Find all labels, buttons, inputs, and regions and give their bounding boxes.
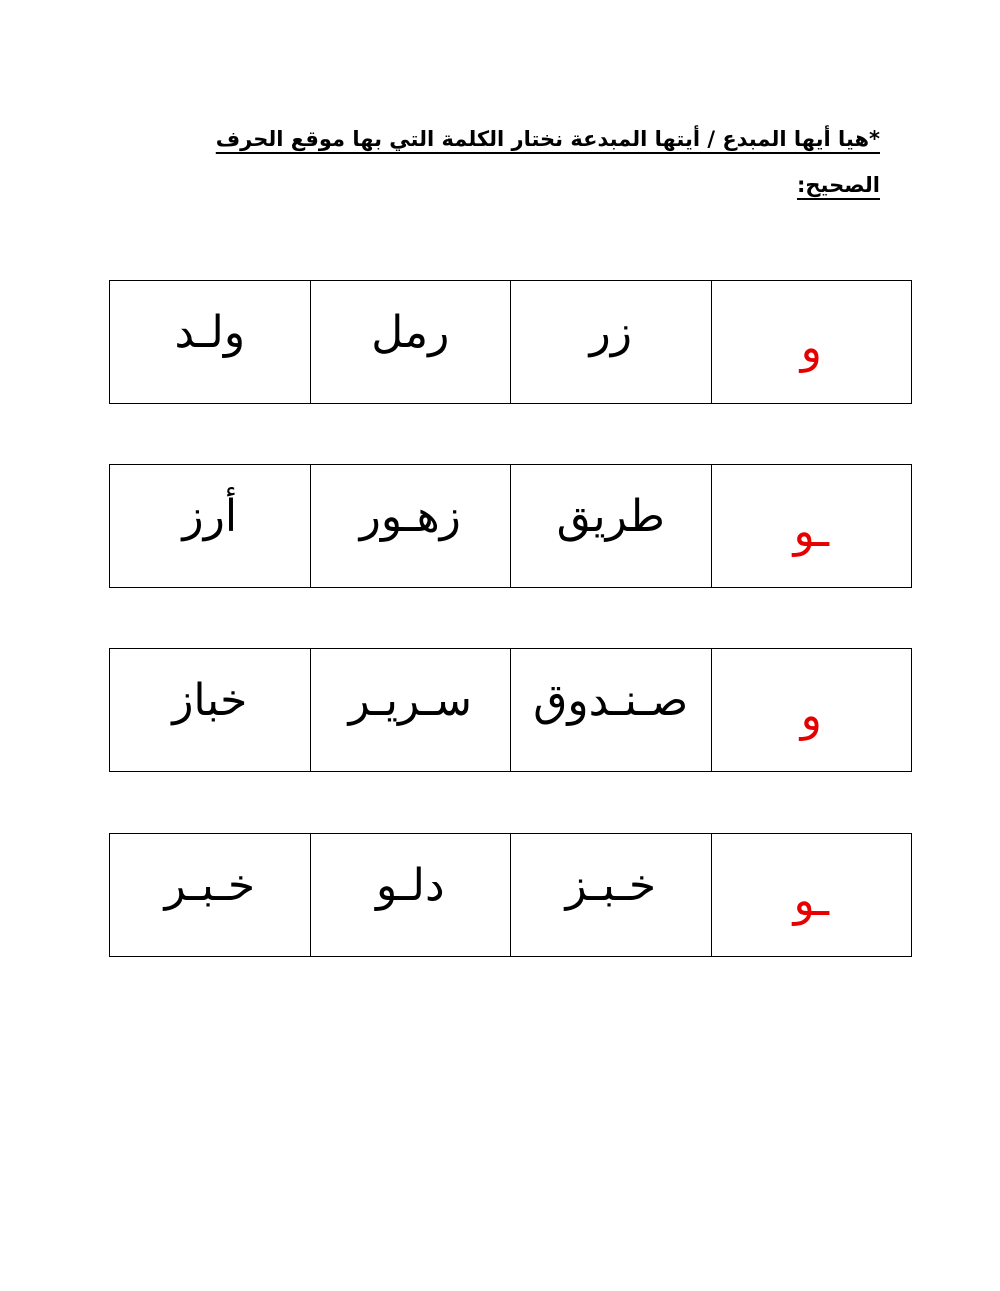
word-option[interactable]: طريق: [510, 465, 711, 587]
word-option[interactable]: خـبـز: [510, 834, 711, 956]
word-option[interactable]: خـبـر: [164, 859, 256, 911]
target-letter: ـو: [710, 465, 912, 587]
letter-row-1: و زر رمل ولـد: [109, 280, 912, 404]
word-option[interactable]: خباز: [172, 674, 248, 726]
word-option[interactable]: ولـد: [174, 306, 246, 358]
word-option[interactable]: صـنـدوق: [510, 649, 711, 771]
target-letter: ـو: [710, 834, 912, 956]
target-letter: و: [710, 649, 912, 771]
word-option[interactable]: دلـو: [309, 834, 511, 956]
instruction-heading: *هيا أيها المبدع / أيتها المبدعة نختار ا…: [215, 127, 880, 197]
word-option[interactable]: أرز: [182, 490, 238, 542]
word-option[interactable]: زهـور: [309, 465, 511, 587]
word-option[interactable]: سـريـر: [309, 649, 511, 771]
letter-row-4: ـو خـبـز دلـو خـبـر: [109, 833, 912, 957]
letter-row-3: و صـنـدوق سـريـر خباز: [109, 648, 912, 772]
letter-row-2: ـو طريق زهـور أرز: [109, 464, 912, 588]
word-option[interactable]: زر: [510, 281, 711, 403]
target-letter: و: [710, 281, 912, 403]
word-option[interactable]: رمل: [309, 281, 511, 403]
